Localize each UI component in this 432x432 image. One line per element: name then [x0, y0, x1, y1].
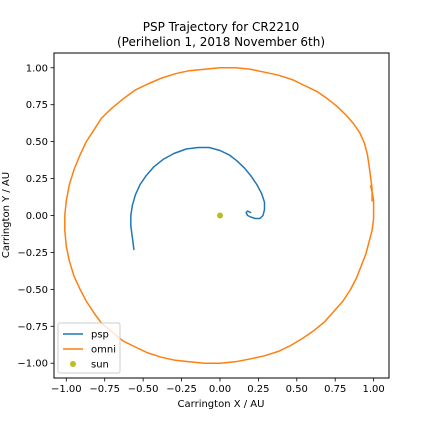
plot-area: −1.00 −0.75 −0.50 −0.25 0.00 0.25 0.50 0.75 1.00…: [17, 52, 390, 395]
x-tick-label: −1.00: [51, 384, 82, 395]
x-tick-label: 0.00: [209, 384, 231, 395]
x-tick-label: −0.75: [89, 384, 120, 395]
y-tick-label: 0.50: [26, 137, 48, 148]
legend-box: [57, 322, 121, 374]
y-tick-label: −0.25: [17, 248, 48, 259]
legend-swatch-sun: [70, 361, 76, 367]
chart-subtitle: (Perihelion 1, 2018 November 6th): [117, 35, 325, 49]
x-axis-label: Carrington X / AU: [178, 399, 265, 410]
series-omni-line: [64, 67, 375, 364]
x-tick-label: 0.50: [286, 384, 308, 395]
x-axis-ticks: −1.00 −0.75 −0.50 −0.25 0.00 0.25 0.50 0.75 1.00: [51, 378, 385, 395]
y-axis-label: Carrington Y / AU: [1, 172, 12, 258]
y-tick-label: 0.75: [26, 100, 48, 111]
legend-items: psp omni sun: [63, 330, 116, 371]
y-axis-ticks: −1.00 −0.75 −0.50 −0.25 0.00 0.25 0.50 0.75 1.00: [17, 63, 54, 370]
x-tick-label: 1.00: [363, 384, 385, 395]
y-tick-label: −0.50: [17, 285, 48, 296]
y-tick-label: −1.00: [17, 359, 48, 370]
x-tick-label: 0.75: [324, 384, 346, 395]
y-tick-label: 1.00: [26, 63, 48, 74]
y-tick-label: 0.00: [26, 211, 48, 222]
legend-label-sun: sun: [91, 360, 109, 371]
x-tick-label: 0.25: [247, 384, 269, 395]
chart-title: PSP Trajectory for CR2210: [143, 20, 300, 34]
legend: psp omni sun: [57, 322, 121, 374]
y-tick-label: 0.25: [26, 174, 48, 185]
legend-label-omni: omni: [91, 345, 116, 356]
legend-label-psp: psp: [91, 330, 109, 341]
series-layer: [64, 67, 375, 364]
x-tick-label: −0.25: [166, 384, 197, 395]
x-tick-label: −0.50: [128, 384, 159, 395]
series-psp-line: [130, 146, 266, 251]
y-tick-label: −0.75: [17, 322, 48, 333]
series-sun-point: [217, 212, 223, 219]
